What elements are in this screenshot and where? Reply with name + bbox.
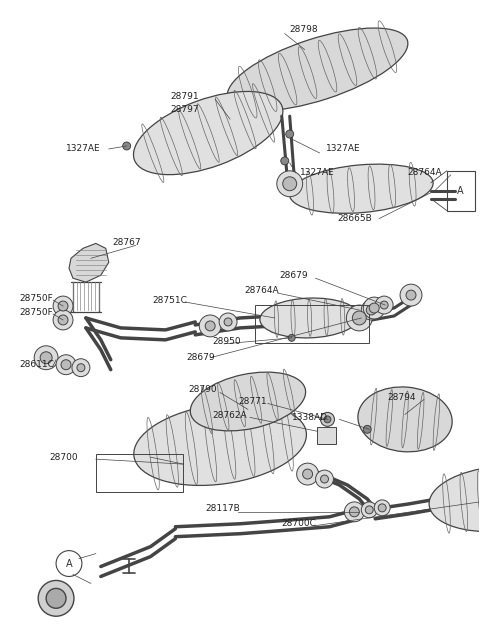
Circle shape <box>361 300 381 320</box>
Text: 1327AE: 1327AE <box>300 168 334 177</box>
Circle shape <box>365 506 373 514</box>
Ellipse shape <box>227 28 408 111</box>
Circle shape <box>277 171 302 197</box>
Circle shape <box>58 301 68 311</box>
FancyBboxPatch shape <box>317 427 336 444</box>
Text: 28117B: 28117B <box>205 505 240 513</box>
Circle shape <box>380 301 388 309</box>
Circle shape <box>58 315 68 325</box>
Circle shape <box>321 413 335 426</box>
Circle shape <box>53 296 73 316</box>
Text: 28611C: 28611C <box>19 360 54 369</box>
Text: 1338AD: 1338AD <box>292 413 328 422</box>
Polygon shape <box>69 244 109 282</box>
Circle shape <box>224 318 232 326</box>
Ellipse shape <box>133 91 283 175</box>
Circle shape <box>40 352 52 364</box>
Circle shape <box>283 177 297 191</box>
Circle shape <box>374 500 390 516</box>
Ellipse shape <box>190 372 306 431</box>
Circle shape <box>352 311 366 325</box>
Text: 28950: 28950 <box>212 337 241 346</box>
Circle shape <box>281 157 288 165</box>
Text: 28764A: 28764A <box>244 285 278 295</box>
Ellipse shape <box>260 298 360 338</box>
Text: 28771: 28771 <box>238 397 266 406</box>
Text: 28794: 28794 <box>387 393 416 402</box>
Circle shape <box>38 580 74 616</box>
Text: 28751C: 28751C <box>153 295 187 305</box>
Text: 28750F: 28750F <box>19 294 53 302</box>
Circle shape <box>344 502 364 522</box>
Text: 1327AE: 1327AE <box>66 145 101 153</box>
Circle shape <box>199 315 221 337</box>
Circle shape <box>219 313 237 331</box>
Circle shape <box>56 355 76 374</box>
Circle shape <box>61 360 71 370</box>
Text: 28764A: 28764A <box>407 168 442 177</box>
Circle shape <box>288 334 295 341</box>
Text: A: A <box>457 186 464 196</box>
Circle shape <box>315 470 334 488</box>
Text: 28767: 28767 <box>113 238 142 247</box>
Text: 28700C: 28700C <box>282 520 317 528</box>
Ellipse shape <box>358 387 452 452</box>
Text: 28762A: 28762A <box>212 411 247 420</box>
Circle shape <box>46 588 66 608</box>
Circle shape <box>321 475 328 483</box>
Text: 28791: 28791 <box>170 92 199 101</box>
Text: 28790: 28790 <box>188 385 217 394</box>
Circle shape <box>34 346 58 370</box>
Circle shape <box>297 463 319 485</box>
Text: A: A <box>66 558 72 568</box>
Circle shape <box>349 507 360 517</box>
Circle shape <box>375 296 393 314</box>
Circle shape <box>123 142 131 150</box>
Circle shape <box>286 130 294 138</box>
Text: 28665B: 28665B <box>337 214 372 223</box>
Circle shape <box>77 364 85 372</box>
Circle shape <box>400 284 422 306</box>
Circle shape <box>72 359 90 377</box>
Text: 28798: 28798 <box>290 25 318 34</box>
Text: 28750F: 28750F <box>19 307 53 317</box>
Text: 28679: 28679 <box>280 270 308 280</box>
Circle shape <box>363 425 371 433</box>
Text: 28679: 28679 <box>186 353 215 362</box>
Ellipse shape <box>429 466 480 531</box>
Circle shape <box>205 321 215 331</box>
Circle shape <box>302 469 312 479</box>
Circle shape <box>366 305 376 315</box>
Text: 28797: 28797 <box>170 105 199 114</box>
Circle shape <box>369 303 379 313</box>
Circle shape <box>406 290 416 300</box>
Text: 1327AE: 1327AE <box>325 145 360 153</box>
Ellipse shape <box>134 403 306 485</box>
Circle shape <box>378 504 386 512</box>
Circle shape <box>347 305 372 331</box>
Circle shape <box>363 297 385 319</box>
Ellipse shape <box>289 164 433 213</box>
Circle shape <box>324 416 331 423</box>
Circle shape <box>53 310 73 330</box>
Circle shape <box>361 502 377 518</box>
Text: 28700: 28700 <box>49 453 78 461</box>
